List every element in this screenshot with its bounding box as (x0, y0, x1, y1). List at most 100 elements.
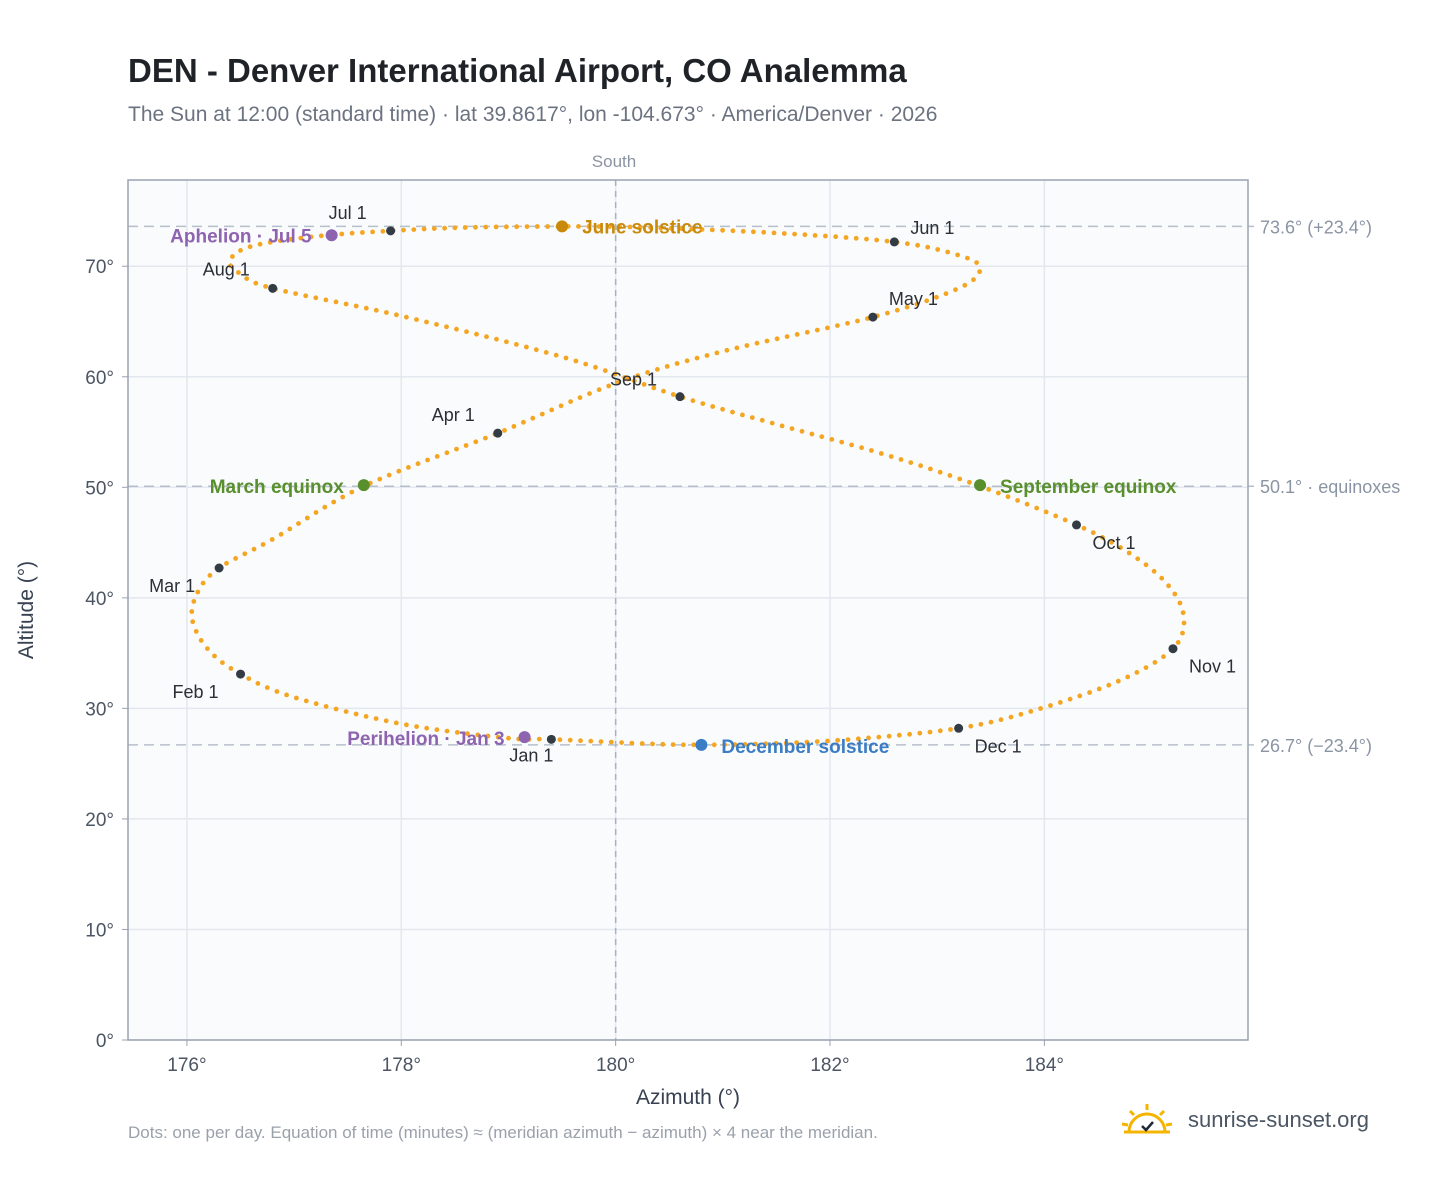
month-marker (675, 392, 685, 402)
daily-sun-dot (568, 399, 573, 404)
daily-sun-dot (704, 353, 710, 358)
daily-sun-dot (434, 454, 440, 459)
daily-sun-dot (710, 404, 716, 409)
daily-sun-dot (283, 289, 288, 294)
daily-sun-dot (612, 371, 618, 377)
daily-sun-dot (257, 241, 263, 247)
daily-sun-dot (769, 420, 775, 426)
month-marker (889, 237, 899, 247)
meridian-label: South (592, 152, 636, 171)
daily-sun-dot (774, 336, 780, 342)
chart-subtitle: The Sun at 12:00 (standard time) · lat 3… (128, 103, 938, 126)
daily-sun-dot (452, 225, 458, 231)
daily-sun-dot (915, 242, 920, 248)
daily-sun-dot (971, 277, 976, 283)
daily-sun-dot (925, 244, 931, 250)
daily-sun-dot (264, 685, 270, 690)
daily-sun-dot (749, 415, 755, 420)
daily-sun-dot (1166, 583, 1171, 589)
event-marker (974, 479, 987, 492)
daily-sun-dot (558, 403, 564, 409)
daily-sun-dot (955, 252, 960, 258)
plot-area (128, 180, 1248, 1040)
daily-sun-dot (720, 227, 725, 233)
daily-sun-dot (404, 314, 409, 320)
month-marker-label: May 1 (889, 289, 938, 309)
daily-sun-dot (943, 291, 949, 297)
daily-sun-dot (465, 731, 470, 737)
analemma-daily-path (189, 224, 1187, 748)
reference-line-label: 73.6° (+23.4°) (1260, 217, 1372, 237)
daily-sun-dot (1028, 709, 1034, 714)
daily-sun-dot (965, 255, 970, 261)
daily-sun-dot (763, 741, 769, 747)
daily-sun-dot (784, 334, 790, 339)
month-marker-label: Nov 1 (1189, 657, 1236, 677)
daily-sun-dot (521, 419, 526, 425)
daily-sun-dot (563, 355, 569, 361)
daily-sun-dot (896, 732, 902, 738)
daily-sun-dot (511, 424, 517, 429)
daily-sun-dot (825, 738, 830, 744)
daily-sun-dot (424, 725, 430, 731)
daily-sun-dot (593, 364, 598, 370)
daily-sun-dot (189, 609, 195, 614)
reference-line-label: 50.1° · equinoxes (1260, 477, 1400, 497)
daily-sun-dot (1077, 693, 1083, 699)
daily-sun-dot (876, 734, 882, 740)
daily-sun-dot (632, 378, 637, 384)
daily-sun-dot (1181, 620, 1187, 626)
daily-sun-dot (661, 388, 666, 394)
daily-sun-dot (753, 741, 758, 747)
daily-sun-dot (483, 224, 489, 230)
daily-sun-dot (339, 231, 345, 237)
daily-sun-dot (602, 368, 608, 373)
daily-sun-dot (251, 546, 257, 552)
daily-sun-dot (333, 706, 339, 712)
daily-sun-dot (1125, 674, 1131, 680)
daily-sun-dot (1143, 562, 1149, 568)
daily-sun-dot (691, 742, 697, 748)
daily-sun-dot (629, 740, 635, 746)
event-label: Aphelion · Jul 5 (170, 226, 312, 247)
daily-sun-dot (553, 352, 559, 358)
daily-sun-dot (1008, 714, 1014, 720)
daily-sun-dot (789, 426, 795, 431)
daily-sun-dot (434, 727, 440, 733)
daily-sun-dot (773, 741, 779, 746)
daily-sun-dot (442, 225, 447, 231)
month-marker-label: Sep 1 (610, 370, 657, 390)
daily-sun-dot (577, 395, 583, 400)
daily-sun-dot (937, 728, 943, 734)
daily-sun-dot (598, 739, 604, 744)
daily-sun-dot (648, 225, 653, 231)
daily-sun-dot (711, 742, 717, 748)
daily-sun-dot (744, 343, 750, 348)
daily-sun-dot (298, 235, 304, 241)
daily-sun-dot (386, 472, 392, 478)
daily-sun-dot (244, 276, 250, 281)
event-marker (325, 229, 338, 242)
daily-sun-dot (670, 742, 676, 747)
daily-sun-dot (681, 742, 686, 748)
daily-sun-dot (668, 225, 674, 231)
x-axis-label: Azimuth (°) (636, 1086, 740, 1109)
daily-sun-dot (233, 556, 239, 561)
daily-sun-dot (1005, 494, 1011, 500)
daily-sun-dot (839, 439, 845, 445)
y-axis-label: Altitude (°) (15, 561, 38, 659)
daily-sun-dot (650, 741, 655, 747)
daily-sun-dot (545, 224, 550, 229)
daily-sun-dot (740, 412, 745, 418)
daily-sun-dot (918, 463, 923, 469)
daily-sun-dot (655, 367, 660, 372)
brand-logo[interactable]: sunrise-sunset.org (1120, 1102, 1369, 1138)
daily-sun-dot (1090, 530, 1096, 536)
daily-sun-dot (396, 468, 402, 474)
daily-sun-dot (1177, 600, 1183, 606)
daily-sun-dot (228, 666, 234, 671)
chart-title: DEN - Denver International Airport, CO A… (128, 52, 907, 89)
daily-sun-dot (587, 391, 592, 396)
daily-sun-dot (714, 350, 720, 356)
daily-sun-dot (953, 287, 958, 293)
